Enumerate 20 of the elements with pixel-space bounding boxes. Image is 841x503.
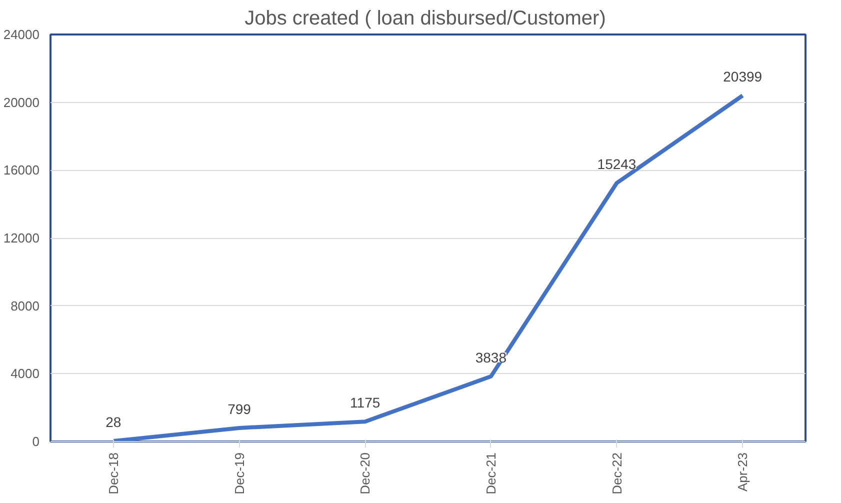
x-tick-label: Dec-19 bbox=[232, 452, 247, 494]
x-tick-label: Dec-21 bbox=[483, 452, 498, 494]
y-tick-label: 0 bbox=[32, 434, 40, 449]
chart-title: Jobs created ( loan disbursed/Customer) bbox=[244, 8, 606, 30]
y-tick-label: 8000 bbox=[10, 298, 40, 314]
data-label: 28 bbox=[106, 414, 122, 430]
data-label: 15243 bbox=[597, 156, 636, 172]
y-tick-label: 4000 bbox=[10, 366, 40, 382]
data-label: 20399 bbox=[723, 68, 762, 85]
y-tick-label: 24000 bbox=[3, 27, 40, 42]
x-tick-label: Dec-20 bbox=[358, 452, 373, 494]
y-tick-label: 20000 bbox=[3, 94, 40, 110]
y-tick-label: 12000 bbox=[3, 230, 40, 246]
data-label: 3838 bbox=[475, 349, 507, 366]
data-label: 799 bbox=[228, 400, 252, 417]
x-tick-label: Dec-22 bbox=[609, 452, 624, 494]
x-tick-label: Apr-23 bbox=[735, 452, 750, 492]
data-label: 1175 bbox=[350, 394, 380, 411]
x-tick-label: Dec-18 bbox=[106, 452, 121, 494]
y-tick-label: 16000 bbox=[3, 162, 40, 178]
